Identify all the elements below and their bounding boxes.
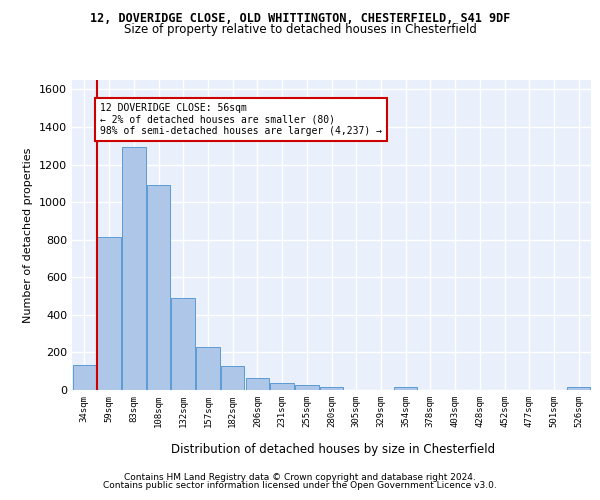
Text: Contains public sector information licensed under the Open Government Licence v3: Contains public sector information licen…	[103, 481, 497, 490]
Text: Size of property relative to detached houses in Chesterfield: Size of property relative to detached ho…	[124, 22, 476, 36]
Bar	[97, 237, 121, 390]
Bar	[394, 386, 418, 390]
Bar	[122, 146, 146, 390]
Bar	[73, 364, 96, 390]
Bar	[221, 366, 244, 390]
Text: Contains HM Land Registry data © Crown copyright and database right 2024.: Contains HM Land Registry data © Crown c…	[124, 472, 476, 482]
Bar	[147, 185, 170, 390]
Y-axis label: Number of detached properties: Number of detached properties	[23, 148, 34, 322]
Bar	[567, 387, 590, 390]
Text: Distribution of detached houses by size in Chesterfield: Distribution of detached houses by size …	[171, 442, 495, 456]
Bar	[320, 387, 343, 390]
Bar	[295, 384, 319, 390]
Bar	[245, 378, 269, 390]
Text: 12 DOVERIDGE CLOSE: 56sqm
← 2% of detached houses are smaller (80)
98% of semi-d: 12 DOVERIDGE CLOSE: 56sqm ← 2% of detach…	[100, 102, 382, 136]
Bar	[271, 383, 294, 390]
Text: 12, DOVERIDGE CLOSE, OLD WHITTINGTON, CHESTERFIELD, S41 9DF: 12, DOVERIDGE CLOSE, OLD WHITTINGTON, CH…	[90, 12, 510, 26]
Bar	[172, 298, 195, 390]
Bar	[196, 347, 220, 390]
